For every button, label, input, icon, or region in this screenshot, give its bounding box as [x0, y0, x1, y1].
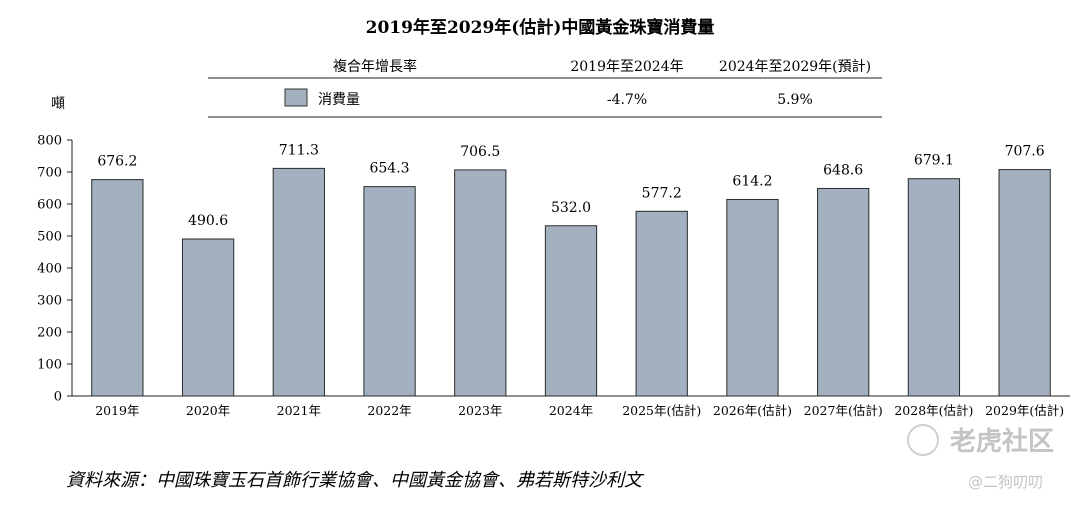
y-tick-label: 400: [37, 262, 62, 277]
bar: [635, 210, 688, 397]
x-tick-label: 2023年: [458, 403, 502, 418]
y-tick-label: 300: [37, 294, 62, 309]
y-tick-label: 200: [37, 326, 62, 341]
bar-value-label: 614.2: [732, 173, 772, 189]
x-tick-label: 2028年(估計): [894, 403, 973, 418]
cagr-value-1: -4.7%: [607, 92, 647, 108]
bar: [998, 169, 1051, 397]
bar: [363, 186, 416, 397]
y-ticks: 0 100 200 300 400 500 600 700 800: [37, 134, 72, 405]
x-tick-label: 2027年(估計): [804, 403, 883, 418]
y-tick-label: 600: [37, 198, 62, 213]
bar-value-label: 532.0: [551, 200, 591, 216]
bar-value-label: 711.3: [279, 142, 319, 158]
bar-value-label: 679.1: [914, 153, 954, 169]
x-tick-label: 2024年: [549, 403, 593, 418]
cagr-table: 複合年增長率 2019年至2024年 2024年至2029年(預計) 消費量 -…: [208, 58, 882, 118]
watermark-logo-icon: [907, 424, 939, 456]
value-labels: 676.2 490.6 711.3 654.3 706.5 532.0 577.2 614.2…: [97, 142, 1044, 229]
bar-value-label: 654.3: [369, 161, 409, 177]
x-tick-label: 2019年: [95, 403, 139, 418]
legend-swatch: [284, 88, 308, 107]
x-tick-labels: 2019年 2020年 2021年 2022年 2023年 2024年 2025年(估計) 2…: [95, 403, 1064, 418]
x-tick-label: 2022年: [367, 403, 411, 418]
bar-value-label: 490.6: [188, 213, 228, 229]
cagr-column-1: 2019年至2024年: [570, 59, 683, 75]
source-note: 資料來源：中國珠寶玉石首飾行業協會、中國黃金協會、弗若斯特沙利文: [66, 470, 645, 491]
watermark-brand: 老虎社区: [950, 426, 1054, 457]
watermark-handle: @二狗叨叨: [968, 473, 1043, 491]
bar: [817, 187, 870, 397]
bar-value-label: 706.5: [460, 144, 500, 160]
x-tick-label: 2020年: [186, 403, 230, 418]
chart-title: 2019年至2029年(估計)中國黃金珠寶消費量: [366, 17, 715, 38]
y-tick-label: 100: [37, 358, 62, 373]
bar-value-label: 676.2: [97, 154, 137, 170]
bar: [907, 178, 961, 397]
y-tick-label: 500: [37, 230, 62, 245]
cagr-header: 複合年增長率: [333, 58, 417, 75]
bar: [544, 225, 598, 397]
bars: [91, 167, 1051, 397]
x-tick-label: 2021年: [277, 403, 321, 418]
cagr-value-2: 5.9%: [777, 92, 813, 108]
bar-value-label: 707.6: [1005, 144, 1045, 160]
x-tick-label: 2026年(估計): [713, 403, 792, 418]
x-tick-label: 2025年(估計): [622, 403, 701, 418]
bar-value-label: 648.6: [823, 162, 863, 178]
legend-label: 消費量: [318, 92, 360, 108]
bar: [272, 167, 325, 397]
bar-value-label: 577.2: [642, 185, 682, 201]
y-tick-label: 0: [54, 390, 62, 405]
bar: [726, 198, 779, 397]
bar: [454, 169, 507, 397]
watermark: 老虎社区 @二狗叨叨: [907, 424, 1054, 491]
y-tick-label: 700: [37, 166, 62, 181]
bar: [91, 179, 144, 397]
x-tick-label: 2029年(估計): [985, 403, 1064, 418]
bar: [181, 238, 235, 397]
cagr-column-2: 2024年至2029年(預計): [719, 59, 871, 75]
y-axis-label: 噸: [51, 96, 65, 112]
y-tick-label: 800: [37, 134, 62, 149]
